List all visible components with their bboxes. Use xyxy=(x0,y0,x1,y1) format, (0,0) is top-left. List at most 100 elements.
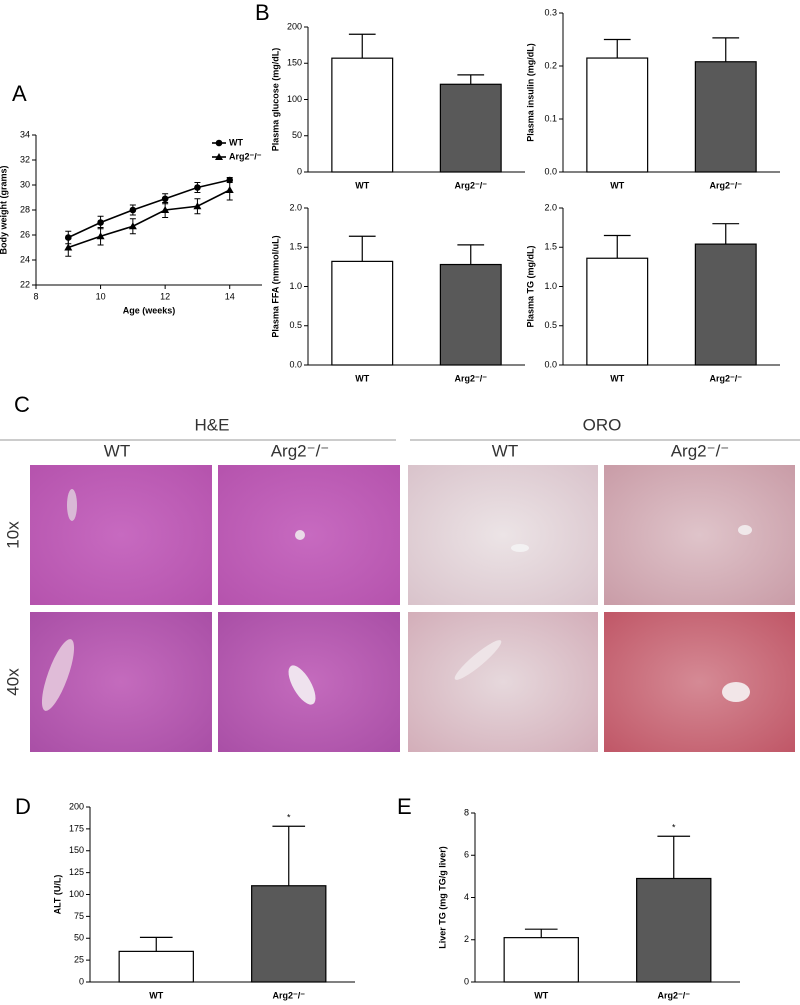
point xyxy=(128,222,137,230)
y-tick-label: 75 xyxy=(74,911,84,921)
x-tick-label: Arg2⁻/⁻ xyxy=(709,373,742,383)
y-axis-label: Plasma insulin (mg/dL) xyxy=(525,43,535,142)
row-label: 40x xyxy=(3,668,22,696)
y-tick-label: 0.3 xyxy=(544,7,557,17)
y-tick-label: 150 xyxy=(69,845,84,855)
legend-label: Arg2⁻/⁻ xyxy=(229,151,262,161)
x-tick-label: WT xyxy=(534,990,548,1000)
y-tick-label: 4 xyxy=(464,892,469,902)
y-tick-label: 2.0 xyxy=(544,202,557,212)
y-tick-label: 0.0 xyxy=(544,166,557,176)
y-tick-label: 6 xyxy=(464,850,469,860)
y-tick-label: 125 xyxy=(69,867,84,877)
column-label: WT xyxy=(104,441,130,460)
bar xyxy=(118,950,194,983)
vessel xyxy=(41,639,75,711)
y-tick-label: 50 xyxy=(292,130,302,140)
x-tick-label: WT xyxy=(149,990,163,1000)
y-tick-label: 150 xyxy=(287,58,302,68)
y-tick-label: 0.2 xyxy=(544,60,557,70)
y-tick-label: 0.5 xyxy=(544,320,557,330)
significance-mark: * xyxy=(287,813,291,823)
x-tick-label: Arg2⁻/⁻ xyxy=(454,180,487,190)
bar xyxy=(694,243,757,366)
panel-label: A xyxy=(12,81,27,106)
y-tick-label: 1.5 xyxy=(544,242,557,252)
micrograph xyxy=(408,612,598,752)
panel-label: B xyxy=(255,0,270,25)
vessel xyxy=(67,489,77,521)
x-tick-label: 8 xyxy=(33,291,38,301)
bar xyxy=(586,57,649,173)
series-line xyxy=(67,179,230,239)
micrograph xyxy=(604,612,795,752)
y-tick-label: 50 xyxy=(74,933,84,943)
y-axis-label: Plasma glucose (mg/dL) xyxy=(270,48,280,152)
y-tick-label: 0 xyxy=(297,166,302,176)
bar xyxy=(586,257,649,366)
y-tick-label: 0.5 xyxy=(289,320,302,330)
vessel xyxy=(295,530,305,540)
x-axis-label: Age (weeks) xyxy=(123,305,176,315)
y-axis-label: Body weight (grams) xyxy=(0,165,8,254)
y-tick-label: 30 xyxy=(20,179,30,189)
legend-marker xyxy=(215,153,223,160)
point xyxy=(161,206,170,213)
y-tick-label: 2.0 xyxy=(289,202,302,212)
bar xyxy=(636,877,712,983)
y-tick-label: 28 xyxy=(20,204,30,214)
micrograph xyxy=(30,465,212,605)
y-tick-label: 0.0 xyxy=(289,359,302,369)
row-label: 10x xyxy=(3,521,22,549)
column-label: WT xyxy=(492,441,518,460)
bar xyxy=(439,83,502,173)
y-tick-label: 34 xyxy=(20,129,30,139)
vessel xyxy=(288,665,316,705)
y-axis-label: Plasma TG (mg/dL) xyxy=(525,245,535,327)
x-tick-label: WT xyxy=(355,180,369,190)
y-tick-label: 1.0 xyxy=(289,281,302,291)
vessel xyxy=(722,682,750,702)
y-axis-label: Liver TG (mg TG/g liver) xyxy=(437,846,447,949)
x-tick-label: WT xyxy=(355,373,369,383)
y-tick-label: 0.1 xyxy=(544,113,557,123)
legend-marker xyxy=(215,139,223,147)
x-tick-label: Arg2⁻/⁻ xyxy=(454,373,487,383)
y-tick-label: 200 xyxy=(287,21,302,31)
y-tick-label: 8 xyxy=(464,807,469,817)
y-tick-label: 2 xyxy=(464,934,469,944)
x-tick-label: Arg2⁻/⁻ xyxy=(272,990,305,1000)
legend-label: WT xyxy=(229,137,243,147)
point xyxy=(129,206,137,214)
y-tick-label: 32 xyxy=(20,154,30,164)
y-tick-label: 0 xyxy=(79,976,84,986)
x-tick-label: WT xyxy=(610,373,624,383)
y-tick-label: 26 xyxy=(20,229,30,239)
point xyxy=(64,243,73,251)
bar xyxy=(331,260,394,366)
column-label: Arg2⁻/⁻ xyxy=(271,441,330,460)
point xyxy=(161,195,169,203)
vessel xyxy=(511,544,529,552)
micrograph xyxy=(218,465,400,605)
point xyxy=(193,202,202,210)
x-tick-label: 10 xyxy=(96,291,106,301)
y-tick-label: 175 xyxy=(69,823,84,833)
panel-label: E xyxy=(397,794,412,819)
x-tick-label: WT xyxy=(610,180,624,190)
y-tick-label: 100 xyxy=(287,94,302,104)
y-axis-label: Plasma FFA (nmmol/uL) xyxy=(270,235,280,337)
x-tick-label: 14 xyxy=(225,291,235,301)
y-tick-label: 100 xyxy=(69,889,84,899)
point xyxy=(225,186,234,193)
y-tick-label: 24 xyxy=(20,254,30,264)
series-line xyxy=(68,189,231,249)
vessel xyxy=(454,640,502,680)
y-tick-label: 1.0 xyxy=(544,281,557,291)
group-label: H&E xyxy=(195,415,230,434)
y-tick-label: 1.5 xyxy=(289,242,302,252)
vessel xyxy=(738,525,752,535)
bar xyxy=(694,61,757,173)
